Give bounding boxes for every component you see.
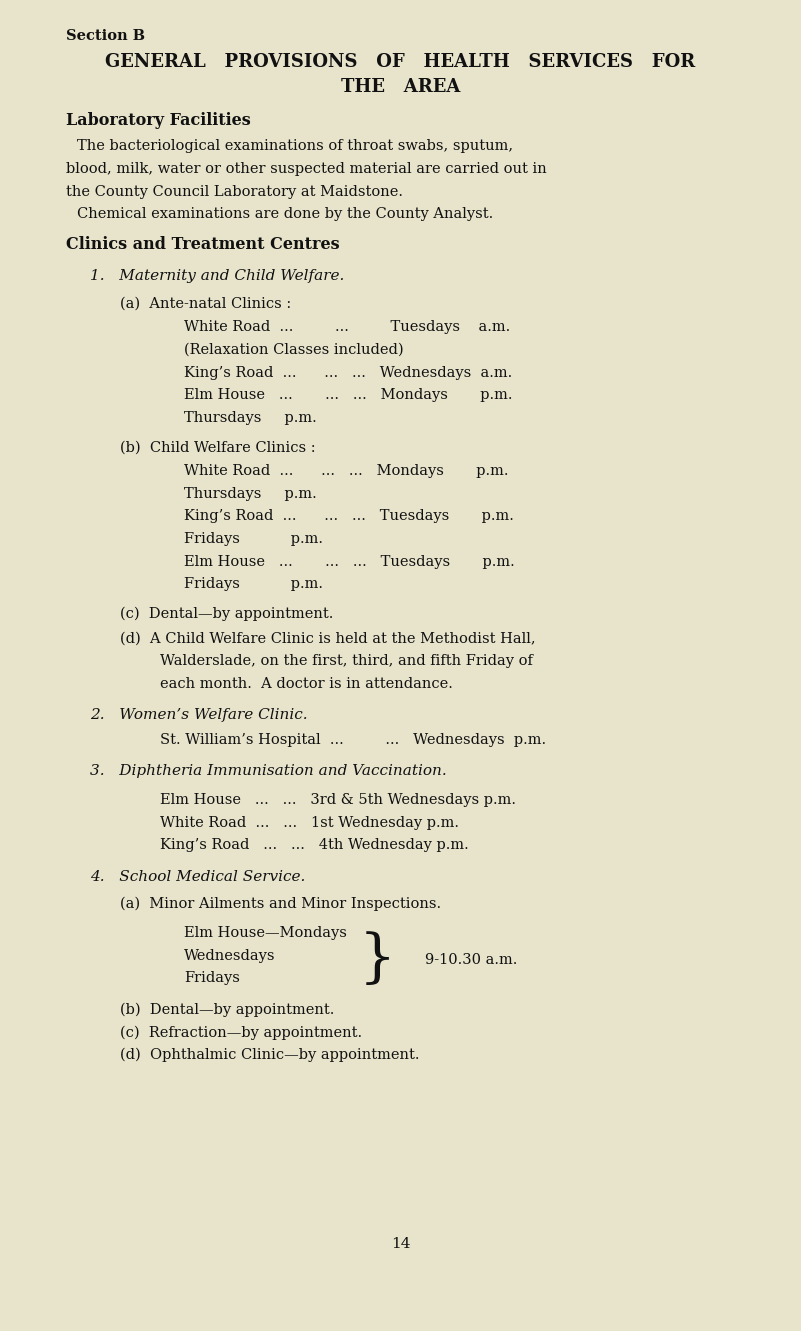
Text: Elm House—Mondays: Elm House—Mondays xyxy=(184,926,347,940)
Text: Elm House   ...   ...   3rd & 5th Wednesdays p.m.: Elm House ... ... 3rd & 5th Wednesdays p… xyxy=(160,793,516,807)
Text: Elm House   ...       ...   ...   Tuesdays       p.m.: Elm House ... ... ... Tuesdays p.m. xyxy=(184,555,515,568)
Text: 4.   School Medical Service.: 4. School Medical Service. xyxy=(90,870,305,884)
Text: The bacteriological examinations of throat swabs, sputum,: The bacteriological examinations of thro… xyxy=(77,140,513,153)
Text: St. William’s Hospital  ...         ...   Wednesdays  p.m.: St. William’s Hospital ... ... Wednesday… xyxy=(160,733,546,747)
Text: White Road  ...   ...   1st Wednesday p.m.: White Road ... ... 1st Wednesday p.m. xyxy=(160,816,459,829)
Text: (Relaxation Classes included): (Relaxation Classes included) xyxy=(184,343,404,357)
Text: Clinics and Treatment Centres: Clinics and Treatment Centres xyxy=(66,236,340,253)
Text: Section B: Section B xyxy=(66,29,145,43)
Text: the County Council Laboratory at Maidstone.: the County Council Laboratory at Maidsto… xyxy=(66,185,403,198)
Text: 1.   Maternity and Child Welfare.: 1. Maternity and Child Welfare. xyxy=(90,269,344,282)
Text: Walderslade, on the first, third, and fifth Friday of: Walderslade, on the first, third, and fi… xyxy=(160,655,533,668)
Text: (c)  Refraction—by appointment.: (c) Refraction—by appointment. xyxy=(120,1025,362,1040)
Text: 3.   Diphtheria Immunisation and Vaccination.: 3. Diphtheria Immunisation and Vaccinati… xyxy=(90,764,446,777)
Text: (c)  Dental—by appointment.: (c) Dental—by appointment. xyxy=(120,606,333,620)
Text: Thursdays     p.m.: Thursdays p.m. xyxy=(184,487,317,500)
Text: 2.   Women’s Welfare Clinic.: 2. Women’s Welfare Clinic. xyxy=(90,708,308,721)
Text: Thursdays     p.m.: Thursdays p.m. xyxy=(184,411,317,425)
Text: Laboratory Facilities: Laboratory Facilities xyxy=(66,112,251,129)
Text: blood, milk, water or other suspected material are carried out in: blood, milk, water or other suspected ma… xyxy=(66,162,546,176)
Text: Chemical examinations are done by the County Analyst.: Chemical examinations are done by the Co… xyxy=(77,208,493,221)
Text: White Road  ...         ...         Tuesdays    a.m.: White Road ... ... Tuesdays a.m. xyxy=(184,321,510,334)
Text: King’s Road  ...      ...   ...   Wednesdays  a.m.: King’s Road ... ... ... Wednesdays a.m. xyxy=(184,366,513,379)
Text: (a)  Ante-natal Clinics :: (a) Ante-natal Clinics : xyxy=(120,297,292,310)
Text: Fridays: Fridays xyxy=(184,972,240,985)
Text: White Road  ...      ...   ...   Mondays       p.m.: White Road ... ... ... Mondays p.m. xyxy=(184,465,509,478)
Text: (d)  Ophthalmic Clinic—by appointment.: (d) Ophthalmic Clinic—by appointment. xyxy=(120,1047,420,1062)
Text: Wednesdays: Wednesdays xyxy=(184,949,276,962)
Text: GENERAL   PROVISIONS   OF   HEALTH   SERVICES   FOR: GENERAL PROVISIONS OF HEALTH SERVICES FO… xyxy=(106,52,695,71)
Text: }: } xyxy=(359,932,396,988)
Text: (a)  Minor Ailments and Minor Inspections.: (a) Minor Ailments and Minor Inspections… xyxy=(120,896,441,910)
Text: Elm House   ...       ...   ...   Mondays       p.m.: Elm House ... ... ... Mondays p.m. xyxy=(184,389,513,402)
Text: (b)  Dental—by appointment.: (b) Dental—by appointment. xyxy=(120,1002,335,1017)
Text: THE   AREA: THE AREA xyxy=(340,77,461,96)
Text: Fridays           p.m.: Fridays p.m. xyxy=(184,532,324,546)
Text: (d)  A Child Welfare Clinic is held at the Methodist Hall,: (d) A Child Welfare Clinic is held at th… xyxy=(120,632,536,646)
Text: each month.  A doctor is in attendance.: each month. A doctor is in attendance. xyxy=(160,677,453,691)
Text: (b)  Child Welfare Clinics :: (b) Child Welfare Clinics : xyxy=(120,441,316,454)
Text: Fridays           p.m.: Fridays p.m. xyxy=(184,578,324,591)
Text: King’s Road   ...   ...   4th Wednesday p.m.: King’s Road ... ... 4th Wednesday p.m. xyxy=(160,839,469,852)
Text: 9-10.30 a.m.: 9-10.30 a.m. xyxy=(425,953,517,966)
Text: 14: 14 xyxy=(391,1238,410,1251)
Text: King’s Road  ...      ...   ...   Tuesdays       p.m.: King’s Road ... ... ... Tuesdays p.m. xyxy=(184,510,514,523)
